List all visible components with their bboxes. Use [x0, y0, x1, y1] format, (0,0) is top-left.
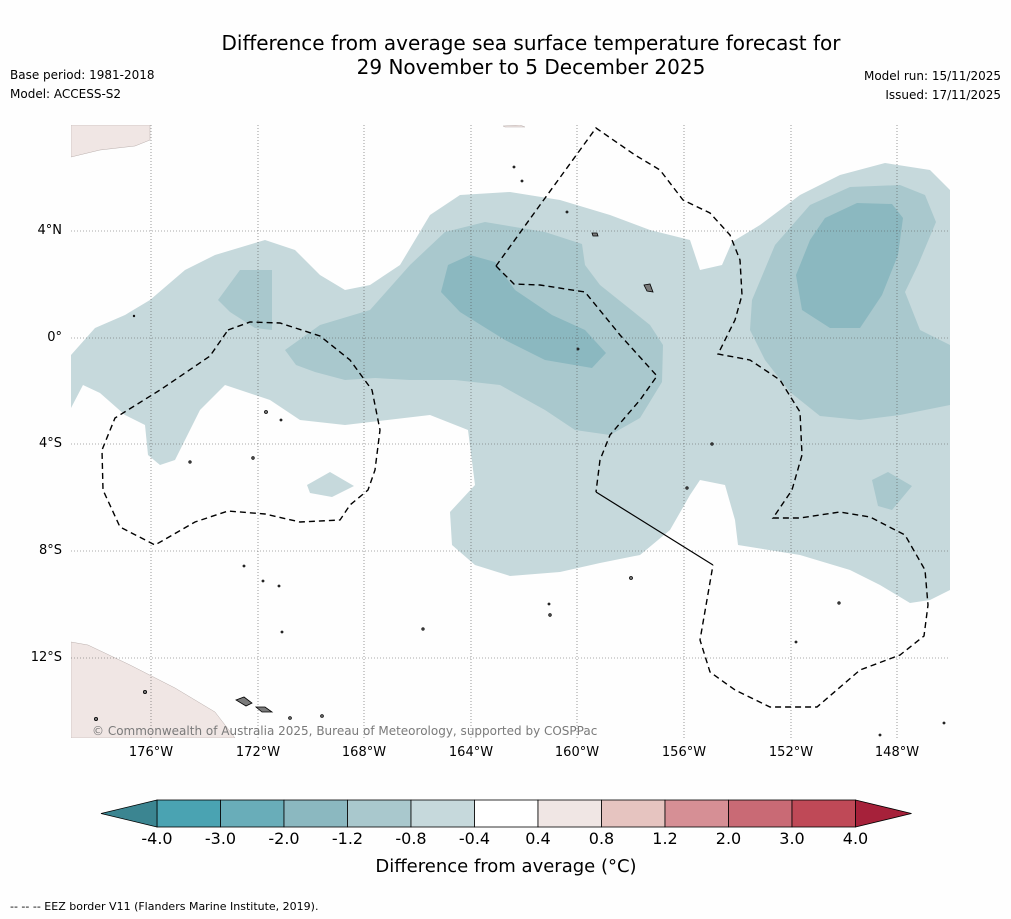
- lon-label-160w: 160°W: [554, 745, 600, 760]
- anomaly-region-minus-1-2-central: [441, 255, 606, 368]
- eez-border-west: [101, 321, 381, 546]
- colorbar-cell: [410, 799, 475, 828]
- lat-label-4s: 4°S: [38, 436, 62, 451]
- islands: [94, 165, 946, 737]
- lon-label-152w: 152°W: [768, 745, 814, 760]
- lon-label-148w: 148°W: [874, 745, 920, 760]
- meta-right: Model run: 15/11/2025 Issued: 17/11/2025: [864, 67, 1001, 105]
- copyright-notice: © Commonwealth of Australia 2025, Bureau…: [92, 724, 598, 738]
- colorbar-extend-low: [100, 799, 158, 828]
- title-line-2: 29 November to 5 December 2025: [356, 55, 706, 79]
- lat-label-8s: 8°S: [38, 543, 62, 558]
- anomaly-patch-minus-0-8-south: [872, 472, 912, 510]
- colorbar-tick-label: 2.0: [715, 829, 742, 848]
- lon-label-156w: 156°W: [661, 745, 707, 760]
- colorbar-tick-label: -0.4: [458, 829, 491, 848]
- eez-border-central: [495, 127, 929, 708]
- anomaly-patch-minus-0-4: [307, 472, 354, 497]
- colorbar-tick-label: 3.0: [779, 829, 805, 848]
- lat-label-4n: 4°N: [37, 223, 63, 238]
- lon-label-172w: 172°W: [235, 745, 281, 760]
- lon-label-176w: 176°W: [128, 745, 174, 760]
- colorbar-cell: [283, 799, 348, 828]
- colorbar-tick-label: 4.0: [842, 829, 869, 848]
- colorbar-cell: [156, 799, 221, 828]
- colorbar-cell: [601, 799, 666, 828]
- eez-border-central-inner: [495, 265, 658, 493]
- colorbar-tick-label: -3.0: [204, 829, 237, 848]
- colorbar-label: Difference from average (°C): [375, 856, 637, 877]
- anomaly-region-minus-0-8-central: [285, 222, 663, 435]
- anomaly-region-minus-1-2-east: [796, 203, 903, 328]
- model-run: Model run: 15/11/2025: [863, 69, 1001, 83]
- land-north-west: [71, 125, 151, 158]
- base-period: Base period: 1981-2018: [10, 68, 155, 82]
- colorbar-cell: [791, 799, 856, 828]
- colorbar-cell: [220, 799, 285, 828]
- lon-label-168w: 168°W: [341, 745, 387, 760]
- colorbar-tick-label: -0.8: [395, 829, 427, 848]
- model-name: Model: ACCESS-S2: [10, 87, 122, 101]
- colorbar-cell: [664, 799, 729, 828]
- eez-legend-note: -- -- -- EEZ border V11 (Flanders Marine…: [10, 900, 319, 913]
- colorbar-cell: [537, 799, 602, 828]
- colorbar-extend-high: [855, 799, 912, 828]
- anomaly-region-minus-0-8-west: [218, 270, 272, 330]
- land-south-west: [71, 641, 236, 738]
- colorbar-tick-label: -4.0: [141, 829, 173, 848]
- graticule: [71, 125, 950, 738]
- colorbar-tick-label: -1.2: [331, 829, 364, 848]
- colorbar-tick-label: -2.0: [268, 829, 300, 848]
- land-north-center: [502, 125, 526, 128]
- colorbar-cell: [728, 799, 793, 828]
- colorbar-cell: [474, 799, 539, 828]
- title-line-1: Difference from average sea surface temp…: [221, 31, 841, 55]
- eez-border-solid: [595, 491, 714, 566]
- meta-left: Base period: 1981-2018 Model: ACCESS-S2: [10, 66, 155, 104]
- lat-label-12s: 12°S: [30, 650, 62, 665]
- colorbar-cell: [347, 799, 412, 828]
- colorbar-tick-label: 1.2: [652, 829, 678, 848]
- colorbar-tick-label: 0.8: [588, 829, 615, 848]
- issued-date: Issued: 17/11/2025: [885, 88, 1001, 102]
- lon-label-164w: 164°W: [448, 745, 494, 760]
- colorbar-tick-label: 0.4: [525, 829, 551, 848]
- chart-title: Difference from average sea surface temp…: [0, 31, 1011, 79]
- lat-label-0: 0°: [47, 330, 62, 345]
